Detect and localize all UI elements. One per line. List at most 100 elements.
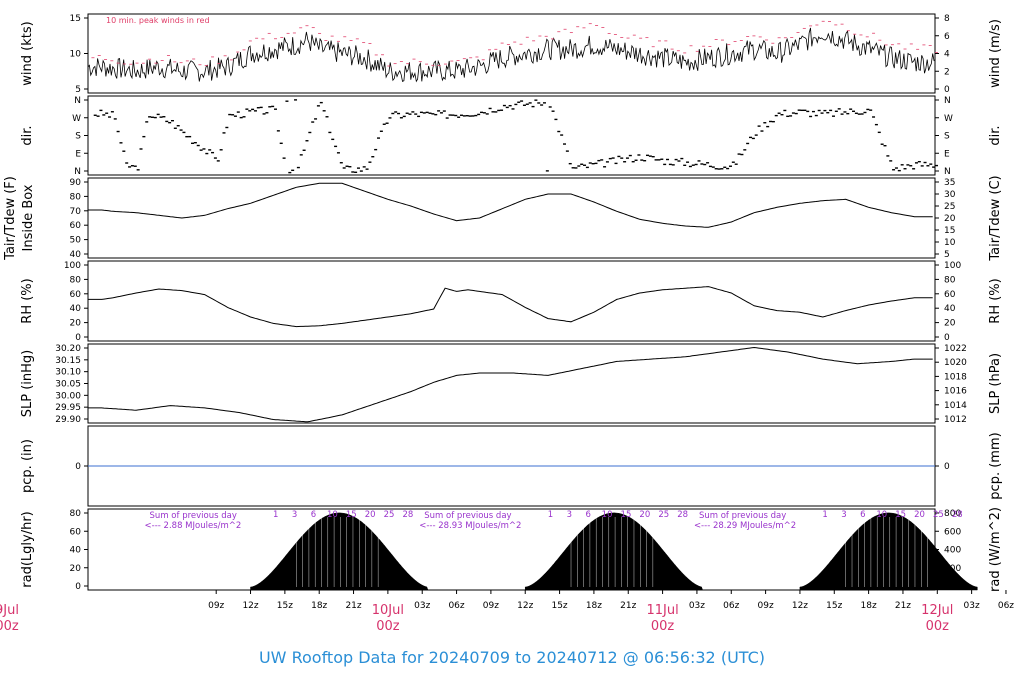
wind-direction-point bbox=[806, 110, 810, 113]
solar-sum-note: Sum of previous day bbox=[150, 511, 237, 521]
wind-direction-point bbox=[196, 144, 200, 147]
wind-direction-point bbox=[222, 132, 226, 134]
wind-direction-point bbox=[769, 120, 773, 123]
panel-7-left-tick-label: 20 bbox=[70, 564, 82, 574]
panel-4-left-tick-label: 80 bbox=[70, 275, 82, 285]
wind-direction-point bbox=[502, 104, 506, 107]
panel-frame-4 bbox=[87, 260, 936, 342]
panel-5-right-tick-label: 1020 bbox=[944, 358, 967, 368]
wind-direction-point bbox=[611, 157, 615, 159]
panel-7-right-tick-label: 800 bbox=[944, 509, 961, 519]
x-tick-label: 09z bbox=[483, 601, 499, 611]
wind-direction-point bbox=[474, 114, 478, 117]
wind-direction-point bbox=[757, 125, 761, 127]
wind-direction-point bbox=[783, 109, 787, 112]
wind-direction-point bbox=[411, 111, 415, 113]
x-tick-label: 09z bbox=[208, 601, 224, 611]
wind-direction-point bbox=[617, 155, 621, 158]
wind-direction-point bbox=[697, 160, 701, 162]
wind-direction-point bbox=[688, 165, 692, 168]
cumulative-tick-label: 3 bbox=[292, 510, 297, 520]
wind-direction-point bbox=[717, 168, 721, 170]
wind-direction-point bbox=[517, 101, 521, 103]
wind-direction-point bbox=[319, 101, 323, 104]
start-day-hour: 00z bbox=[0, 619, 19, 634]
wind-direction-point bbox=[654, 159, 658, 161]
wind-direction-point bbox=[640, 159, 644, 161]
wind-direction-point bbox=[291, 169, 295, 172]
panel-3-left-tick-label: 90 bbox=[70, 178, 82, 188]
wind-direction-point bbox=[374, 148, 378, 151]
wind-direction-point bbox=[359, 170, 363, 172]
wind-direction-point bbox=[185, 135, 189, 138]
wind-direction-point bbox=[671, 164, 675, 166]
panel-1-left-label: wind (kts) bbox=[20, 21, 35, 85]
wind-direction-point bbox=[145, 121, 149, 123]
panel-7-right-label: rad (W/m^2) bbox=[988, 507, 1003, 592]
wind-direction-point bbox=[130, 165, 134, 167]
wind-direction-point bbox=[162, 116, 166, 118]
wind-direction-point bbox=[419, 111, 423, 114]
panel-3-right-tick-label: 10 bbox=[944, 238, 956, 248]
panel-2-left-tick-label: E bbox=[75, 149, 81, 159]
wind-direction-point bbox=[442, 110, 446, 112]
wind-direction-point bbox=[932, 166, 936, 168]
wind-direction-point bbox=[128, 166, 132, 168]
cumulative-tick-label: 20 bbox=[639, 510, 650, 520]
wind-direction-point bbox=[923, 161, 927, 164]
wind-direction-point bbox=[803, 109, 807, 112]
wind-direction-point bbox=[242, 116, 246, 118]
wind-direction-point bbox=[574, 167, 578, 169]
wind-direction-point bbox=[342, 167, 346, 169]
wind-direction-point bbox=[248, 110, 252, 112]
wind-direction-point bbox=[903, 168, 907, 170]
wind-direction-point bbox=[740, 153, 744, 156]
x-tick-label: 06z bbox=[998, 601, 1014, 611]
panel-4-left-tick-label: 20 bbox=[70, 319, 82, 329]
wind-direction-point bbox=[225, 126, 229, 129]
wind-direction-point bbox=[199, 149, 203, 151]
wind-direction-point bbox=[494, 111, 498, 113]
cumulative-tick-label: 3 bbox=[841, 510, 846, 520]
wind-direction-point bbox=[540, 104, 544, 106]
solar-sum-value: <--- 28.29 MJoules/m^2 bbox=[694, 521, 796, 531]
wind-direction-point bbox=[314, 118, 318, 120]
wind-direction-point bbox=[136, 169, 140, 171]
wind-direction-point bbox=[837, 108, 841, 110]
panel-7-left-tick-label: 80 bbox=[70, 509, 82, 519]
wind-direction-point bbox=[706, 162, 710, 164]
wind-direction-point bbox=[354, 171, 358, 173]
wind-direction-point bbox=[179, 129, 183, 131]
wind-direction-point bbox=[477, 113, 481, 116]
wind-direction-point bbox=[797, 109, 801, 111]
wind-direction-point bbox=[356, 167, 360, 169]
humidity-line bbox=[88, 286, 933, 328]
panel-4-right-tick-label: 60 bbox=[944, 290, 956, 300]
wind-direction-point bbox=[565, 150, 569, 152]
wind-direction-point bbox=[259, 106, 263, 109]
panel-5-left-tick-label: 29.95 bbox=[55, 403, 81, 413]
wind-direction-point bbox=[299, 154, 303, 156]
wind-direction-point bbox=[485, 113, 489, 115]
wind-direction-point bbox=[365, 168, 369, 170]
wind-direction-point bbox=[628, 154, 632, 157]
wind-direction-point bbox=[431, 113, 435, 115]
wind-direction-point bbox=[831, 115, 835, 117]
panel-5-right-tick-label: 1016 bbox=[944, 387, 967, 397]
wind-direction-point bbox=[551, 110, 555, 112]
wind-direction-point bbox=[296, 166, 300, 169]
solar-sum-note: Sum of previous day bbox=[699, 511, 786, 521]
wind-direction-point bbox=[245, 108, 249, 110]
wind-direction-point bbox=[749, 136, 753, 139]
wind-direction-point bbox=[534, 99, 538, 101]
panel-3-left-tick-label: 50 bbox=[70, 236, 82, 246]
wind-direction-point bbox=[929, 163, 933, 165]
wind-direction-point bbox=[840, 113, 844, 115]
wind-direction-point bbox=[886, 155, 890, 157]
wind-direction-point bbox=[331, 138, 335, 141]
wind-direction-point bbox=[445, 117, 449, 119]
wind-direction-point bbox=[339, 162, 343, 164]
panel-frame-2 bbox=[87, 95, 936, 176]
wind-direction-point bbox=[102, 114, 106, 116]
wind-direction-point bbox=[935, 164, 938, 167]
